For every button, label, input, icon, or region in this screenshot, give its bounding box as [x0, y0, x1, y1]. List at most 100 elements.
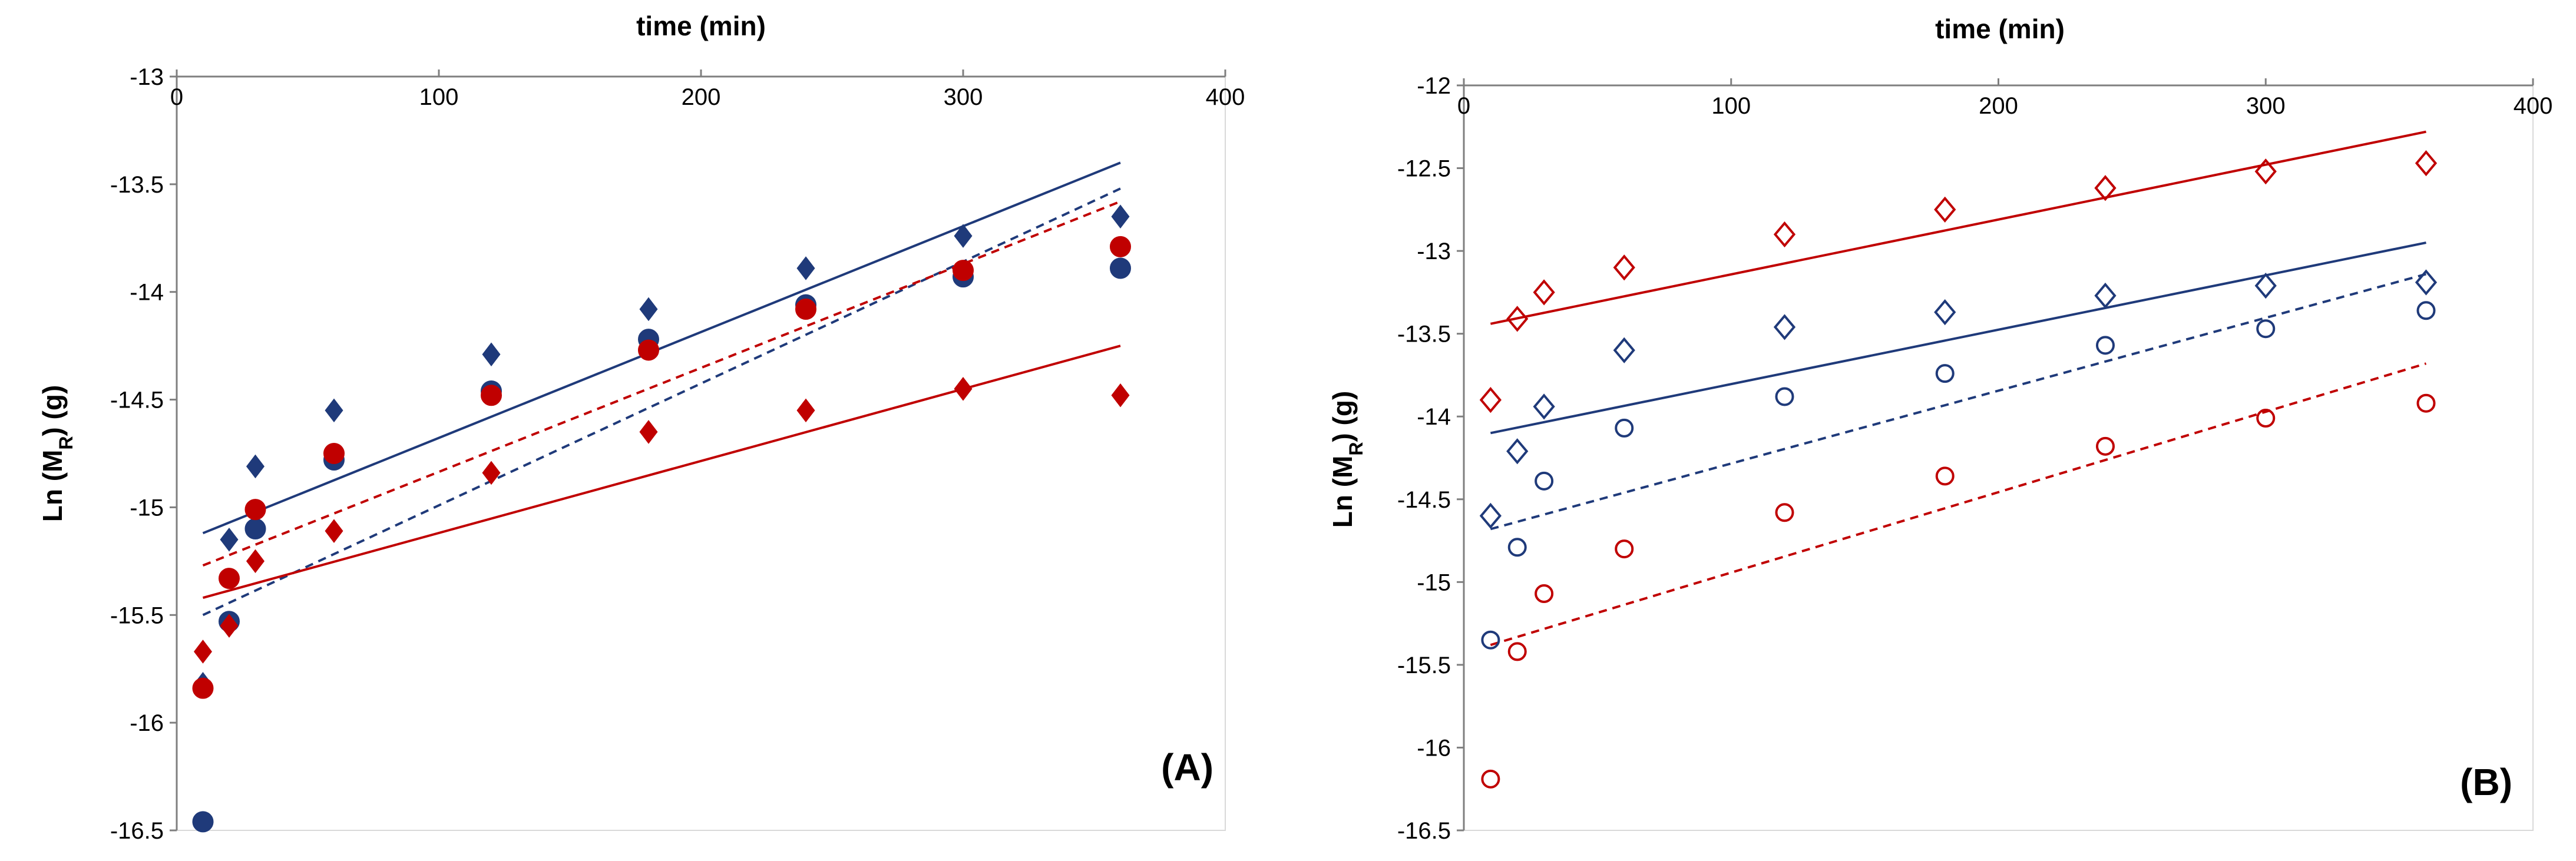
data-point — [1481, 769, 1500, 789]
data-point — [1935, 466, 1955, 486]
x-axis-title: time (min) — [1935, 14, 2065, 44]
data-point — [482, 461, 501, 485]
data-point — [323, 443, 345, 464]
data-point — [1935, 364, 1955, 383]
trendline-blue-solid — [1490, 241, 2426, 435]
series-red-diamonds — [193, 376, 1130, 664]
y-axis-title-main: Ln (M — [37, 450, 68, 522]
data-point — [2256, 409, 2276, 428]
data-point — [796, 398, 815, 423]
data-point — [2256, 319, 2276, 339]
data-point — [1773, 314, 1796, 340]
x-tick-label: 400 — [2514, 93, 2553, 119]
y-tick-label: -12 — [1417, 73, 1451, 99]
data-point — [953, 260, 974, 282]
data-point — [2415, 269, 2438, 296]
y-axis-title-main: Ln (M — [1327, 456, 1358, 528]
series-red-open-circles — [1481, 393, 2436, 789]
x-tick-label: 100 — [419, 84, 459, 110]
trendline-blue-dashed — [202, 187, 1121, 617]
data-point — [1613, 337, 1635, 363]
x-axis-title: time (min) — [636, 11, 766, 41]
trendline-red-solid — [202, 345, 1121, 599]
x-tick-label: 0 — [1457, 93, 1470, 119]
data-point — [219, 568, 240, 590]
panel-label: (A) — [1161, 746, 1213, 789]
data-point — [954, 376, 973, 401]
x-tick-label: 300 — [2246, 93, 2286, 119]
y-tick-label: -16 — [1417, 735, 1451, 761]
data-point — [2254, 158, 2277, 185]
data-point — [1111, 383, 1130, 408]
data-point — [1613, 254, 1635, 281]
data-point — [244, 499, 266, 521]
data-point — [1507, 538, 1527, 557]
data-point — [2094, 175, 2117, 201]
x-tick-label: 200 — [682, 84, 721, 110]
y-tick-label: -14.5 — [110, 388, 164, 413]
y-tick-label: -13 — [130, 64, 164, 90]
data-point — [2094, 282, 2117, 309]
data-point — [1479, 502, 1502, 529]
y-axis-title-sub: R — [1345, 442, 1367, 456]
data-point — [1110, 257, 1131, 279]
data-point — [192, 677, 214, 699]
series-red-circles — [192, 236, 1131, 699]
y-axis-title-suffix: ) (g) — [1327, 391, 1358, 442]
data-point — [244, 518, 266, 539]
trendline-red-dashed — [1490, 362, 2427, 647]
trendline-blue-dashed — [1490, 273, 2427, 531]
x-tick-label: 0 — [170, 84, 183, 110]
data-point — [1507, 642, 1527, 661]
data-point — [638, 339, 659, 361]
data-point — [481, 385, 502, 406]
data-point — [1110, 236, 1131, 257]
chart-panel-a: 0 100 200 300 400 -13 -13.5 -14 -14.5 -15 -15.5 -16… — [37, 11, 1245, 844]
y-tick-label: -16.5 — [1397, 818, 1451, 844]
data-point — [1111, 204, 1130, 229]
data-point — [1506, 306, 1529, 332]
panel-label: (B) — [2460, 761, 2512, 803]
y-tick-label: -15.5 — [1397, 653, 1451, 678]
y-tick-label: -16 — [130, 710, 164, 736]
y-axis-title-suffix: ) (g) — [37, 385, 68, 436]
y-tick-label: -14 — [1417, 404, 1451, 430]
trendline-blue-solid — [202, 161, 1121, 535]
data-point — [1535, 584, 1554, 604]
data-point — [795, 298, 816, 320]
y-tick-label: -13.5 — [1397, 322, 1451, 347]
data-point — [193, 640, 213, 664]
series-red-open-diamonds — [1479, 150, 2438, 413]
y-axis-title: Ln (MR) (g) — [37, 385, 77, 522]
data-point — [1535, 471, 1554, 491]
data-point — [1506, 438, 1529, 465]
trendline-red-solid — [1490, 130, 2426, 325]
data-point — [639, 420, 658, 444]
data-point — [1615, 539, 1634, 559]
y-tick-label: -12.5 — [1397, 156, 1451, 182]
data-point — [325, 398, 343, 423]
data-point — [220, 527, 239, 552]
data-point — [1481, 630, 1500, 650]
data-point — [220, 614, 239, 638]
data-point — [1934, 196, 1956, 223]
data-point — [1533, 393, 1555, 420]
data-point — [1775, 387, 1794, 406]
y-axis-title-sub: R — [55, 436, 77, 450]
y-tick-label: -14.5 — [1397, 487, 1451, 513]
chart-panel-b: 0 100 200 300 400 -12 -12.5 -13 -13.5 -14 -14.5 -15… — [1327, 14, 2552, 844]
x-tick-label: 300 — [944, 84, 983, 110]
y-tick-label: -15 — [1417, 569, 1451, 595]
x-tick-label: 200 — [1979, 93, 2018, 119]
series-blue-circles — [192, 257, 1131, 833]
data-point — [1775, 503, 1794, 522]
data-point — [2254, 273, 2277, 299]
x-tick-label: 400 — [1206, 84, 1245, 110]
y-tick-label: -13.5 — [110, 172, 164, 198]
data-point — [325, 519, 343, 543]
data-point — [954, 224, 973, 248]
y-tick-label: -15.5 — [110, 602, 164, 628]
data-point — [796, 256, 815, 280]
data-point — [2415, 150, 2438, 177]
